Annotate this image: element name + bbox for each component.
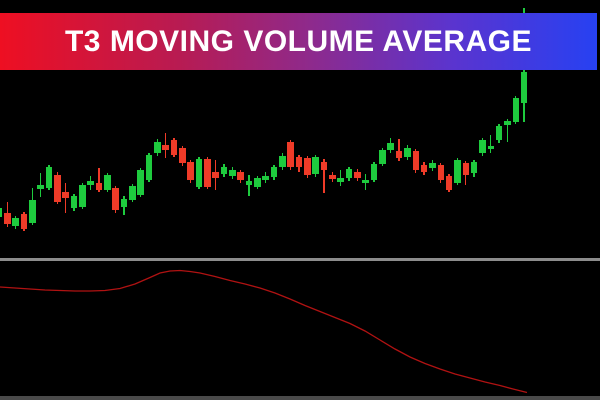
bearish-candle-body bbox=[395, 151, 403, 158]
bullish-candle-body bbox=[404, 148, 411, 157]
bullish-candle-body bbox=[512, 98, 520, 122]
bullish-candle-body bbox=[245, 181, 253, 185]
bullish-candle-body bbox=[262, 176, 269, 180]
bullish-candle-body bbox=[87, 181, 94, 185]
bullish-candle-body bbox=[504, 121, 511, 125]
bullish-candle-body bbox=[387, 143, 394, 150]
bullish-candle-body bbox=[120, 199, 128, 207]
bullish-candle-body bbox=[495, 126, 503, 140]
bearish-candle-body bbox=[462, 163, 469, 175]
bearish-candle-body bbox=[237, 172, 244, 180]
panel-divider bbox=[0, 258, 600, 261]
bearish-candle-body bbox=[304, 158, 311, 175]
candle-wick bbox=[323, 159, 325, 193]
t3-indicator-line bbox=[0, 269, 528, 394]
bullish-candle-body bbox=[229, 170, 236, 176]
candle-wick bbox=[506, 119, 509, 142]
bearish-candle-body bbox=[295, 157, 303, 167]
bearish-candle-body bbox=[179, 148, 186, 163]
bullish-candle-body bbox=[220, 167, 228, 174]
bullish-candle-body bbox=[270, 167, 278, 177]
bearish-candle-body bbox=[187, 162, 194, 180]
bearish-candle-body bbox=[437, 165, 444, 180]
bullish-candle-body bbox=[379, 150, 386, 164]
candle-wick bbox=[248, 175, 250, 196]
bearish-candle-body bbox=[54, 175, 61, 202]
bullish-candle-body bbox=[254, 178, 261, 187]
bullish-candle-body bbox=[470, 162, 478, 173]
bearish-candle-body bbox=[420, 165, 428, 172]
bullish-candle-body bbox=[312, 157, 319, 174]
bearish-candle-body bbox=[287, 142, 294, 167]
candlestick-panel bbox=[0, 8, 528, 231]
bullish-candle-body bbox=[454, 160, 461, 183]
bullish-candle-body bbox=[345, 169, 353, 178]
bullish-candle-body bbox=[479, 140, 486, 153]
bearish-candle-body bbox=[354, 172, 361, 178]
bullish-candle-body bbox=[137, 170, 144, 195]
bullish-candle-body bbox=[487, 146, 494, 149]
bearish-candle-body bbox=[329, 175, 336, 179]
bullish-candle-body bbox=[0, 208, 3, 217]
bearish-candle-body bbox=[212, 172, 219, 178]
bullish-candle-body bbox=[104, 175, 111, 190]
bullish-candle-body bbox=[154, 142, 161, 153]
bullish-candle-body bbox=[29, 200, 36, 223]
bullish-candle-body bbox=[370, 164, 378, 180]
candle-wick bbox=[64, 183, 67, 213]
bullish-candle-body bbox=[429, 163, 436, 168]
bearish-candle-body bbox=[20, 214, 28, 229]
bearish-candle-body bbox=[412, 151, 419, 170]
bullish-candle-body bbox=[45, 167, 53, 188]
bullish-candle-body bbox=[79, 185, 86, 207]
bearish-candle-body bbox=[4, 213, 11, 224]
bullish-candle-body bbox=[70, 196, 78, 208]
candle-wick bbox=[490, 135, 492, 153]
bullish-candle-body bbox=[12, 218, 19, 226]
bullish-candle-body bbox=[279, 156, 286, 167]
bearish-candle-body bbox=[320, 162, 328, 170]
bullish-candle-body bbox=[145, 155, 153, 180]
bearish-candle-body bbox=[162, 145, 169, 150]
bottom-edge-strip bbox=[0, 396, 600, 400]
bullish-candle-body bbox=[37, 185, 44, 189]
bullish-candle-body bbox=[520, 72, 528, 103]
bullish-candle-body bbox=[337, 178, 344, 182]
banner-title: T3 MOVING VOLUME AVERAGE bbox=[64, 24, 533, 58]
bullish-candle-body bbox=[195, 159, 203, 187]
bearish-candle-body bbox=[204, 159, 211, 187]
bearish-candle-body bbox=[62, 192, 69, 198]
bearish-candle-body bbox=[95, 183, 103, 190]
candle-wick bbox=[398, 139, 400, 161]
bearish-candle-body bbox=[445, 176, 453, 190]
candle-wick bbox=[98, 168, 100, 192]
bearish-candle-body bbox=[170, 140, 178, 155]
bullish-candle-body bbox=[362, 180, 369, 183]
bearish-candle-body bbox=[112, 188, 119, 210]
bullish-candle-body bbox=[129, 186, 136, 200]
title-banner: T3 MOVING VOLUME AVERAGE bbox=[0, 13, 597, 70]
